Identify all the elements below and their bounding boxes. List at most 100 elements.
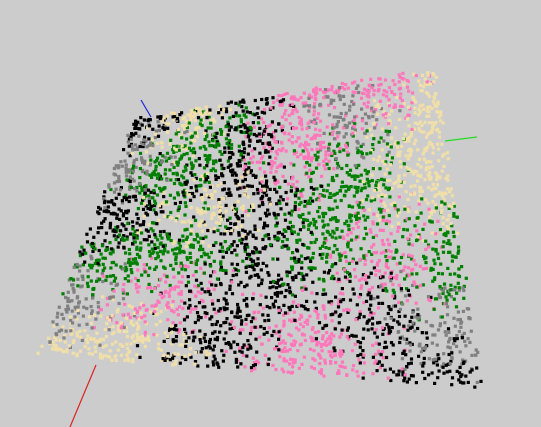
cloud-point xyxy=(201,236,205,240)
cloud-point xyxy=(72,288,76,292)
cloud-point xyxy=(235,128,239,132)
cloud-point xyxy=(422,356,426,360)
cloud-point xyxy=(464,374,468,378)
cloud-point xyxy=(194,109,198,113)
cloud-point xyxy=(442,282,447,286)
cloud-point xyxy=(423,345,428,349)
cloud-point xyxy=(210,213,214,217)
cloud-point xyxy=(228,216,232,220)
cloud-point xyxy=(71,287,75,291)
cloud-point xyxy=(238,328,243,332)
cloud-point xyxy=(246,213,250,217)
cloud-point xyxy=(397,373,401,377)
cloud-point xyxy=(258,160,262,164)
cloud-point xyxy=(371,222,375,226)
cloud-point xyxy=(343,275,348,279)
cloud-point xyxy=(424,247,428,251)
cloud-point xyxy=(258,188,263,193)
cloud-point xyxy=(134,286,139,290)
cloud-point xyxy=(453,272,457,276)
cloud-point xyxy=(269,106,273,110)
cloud-point xyxy=(324,323,329,327)
cloud-point xyxy=(169,263,173,267)
cloud-point xyxy=(218,221,222,225)
cloud-point xyxy=(161,353,166,357)
cloud-point xyxy=(455,334,459,338)
cloud-point xyxy=(274,140,278,144)
cloud-point xyxy=(194,270,198,274)
cloud-point xyxy=(156,120,160,124)
cloud-point xyxy=(292,104,296,108)
cloud-point xyxy=(211,211,215,215)
cloud-point xyxy=(345,219,349,223)
cloud-point xyxy=(257,132,261,136)
cloud-point xyxy=(62,336,66,340)
cloud-point xyxy=(181,190,185,194)
cloud-point xyxy=(205,252,209,256)
cloud-point xyxy=(372,122,376,126)
cloud-point xyxy=(227,150,231,155)
cloud-point xyxy=(458,365,462,369)
cloud-point xyxy=(156,284,161,288)
cloud-point xyxy=(193,173,197,177)
cloud-point xyxy=(356,235,360,239)
cloud-point xyxy=(218,213,222,218)
cloud-point xyxy=(316,142,320,146)
cloud-point xyxy=(196,110,200,114)
cloud-point xyxy=(420,73,425,77)
cloud-point xyxy=(68,315,72,319)
cloud-point xyxy=(421,227,425,231)
cloud-point xyxy=(295,187,299,191)
cloud-point xyxy=(262,191,266,195)
cloud-point xyxy=(309,241,313,245)
cloud-point xyxy=(417,79,421,83)
cloud-point xyxy=(137,134,141,138)
cloud-point xyxy=(371,322,375,326)
cloud-point xyxy=(247,166,251,170)
cloud-point xyxy=(194,126,198,130)
cloud-point xyxy=(212,134,216,138)
cloud-point xyxy=(292,300,296,304)
cloud-point xyxy=(127,304,131,308)
cloud-point xyxy=(358,201,362,205)
cloud-point xyxy=(130,220,135,224)
cloud-point xyxy=(409,192,413,197)
cloud-point xyxy=(211,331,215,335)
cloud-point xyxy=(298,144,302,148)
cloud-point xyxy=(155,222,159,226)
cloud-point xyxy=(337,252,341,256)
cloud-point xyxy=(337,298,341,302)
cloud-point xyxy=(121,267,125,271)
cloud-point xyxy=(244,235,248,239)
cloud-point xyxy=(248,139,252,143)
cloud-point xyxy=(178,247,182,252)
cloud-point xyxy=(251,173,255,177)
cloud-point xyxy=(389,378,393,383)
cloud-point xyxy=(343,222,347,226)
cloud-point xyxy=(360,186,364,190)
cloud-point xyxy=(342,94,346,98)
cloud-point xyxy=(335,271,339,275)
cloud-point xyxy=(309,230,313,234)
cloud-point xyxy=(370,259,374,263)
cloud-point xyxy=(332,167,336,171)
cloud-point xyxy=(410,128,414,132)
cloud-point xyxy=(427,94,431,98)
cloud-point xyxy=(397,195,401,199)
cloud-point xyxy=(106,205,110,209)
cloud-point xyxy=(156,134,161,138)
cloud-point xyxy=(303,338,307,342)
cloud-point xyxy=(311,266,315,270)
cloud-point xyxy=(207,140,211,144)
cloud-point xyxy=(308,168,312,172)
cloud-point xyxy=(158,116,162,121)
cloud-point xyxy=(288,270,292,274)
cloud-point xyxy=(263,247,267,251)
cloud-point xyxy=(407,139,411,143)
cloud-point xyxy=(200,208,204,212)
cloud-point xyxy=(178,200,183,205)
cloud-point xyxy=(300,286,304,290)
cloud-point xyxy=(154,168,158,172)
